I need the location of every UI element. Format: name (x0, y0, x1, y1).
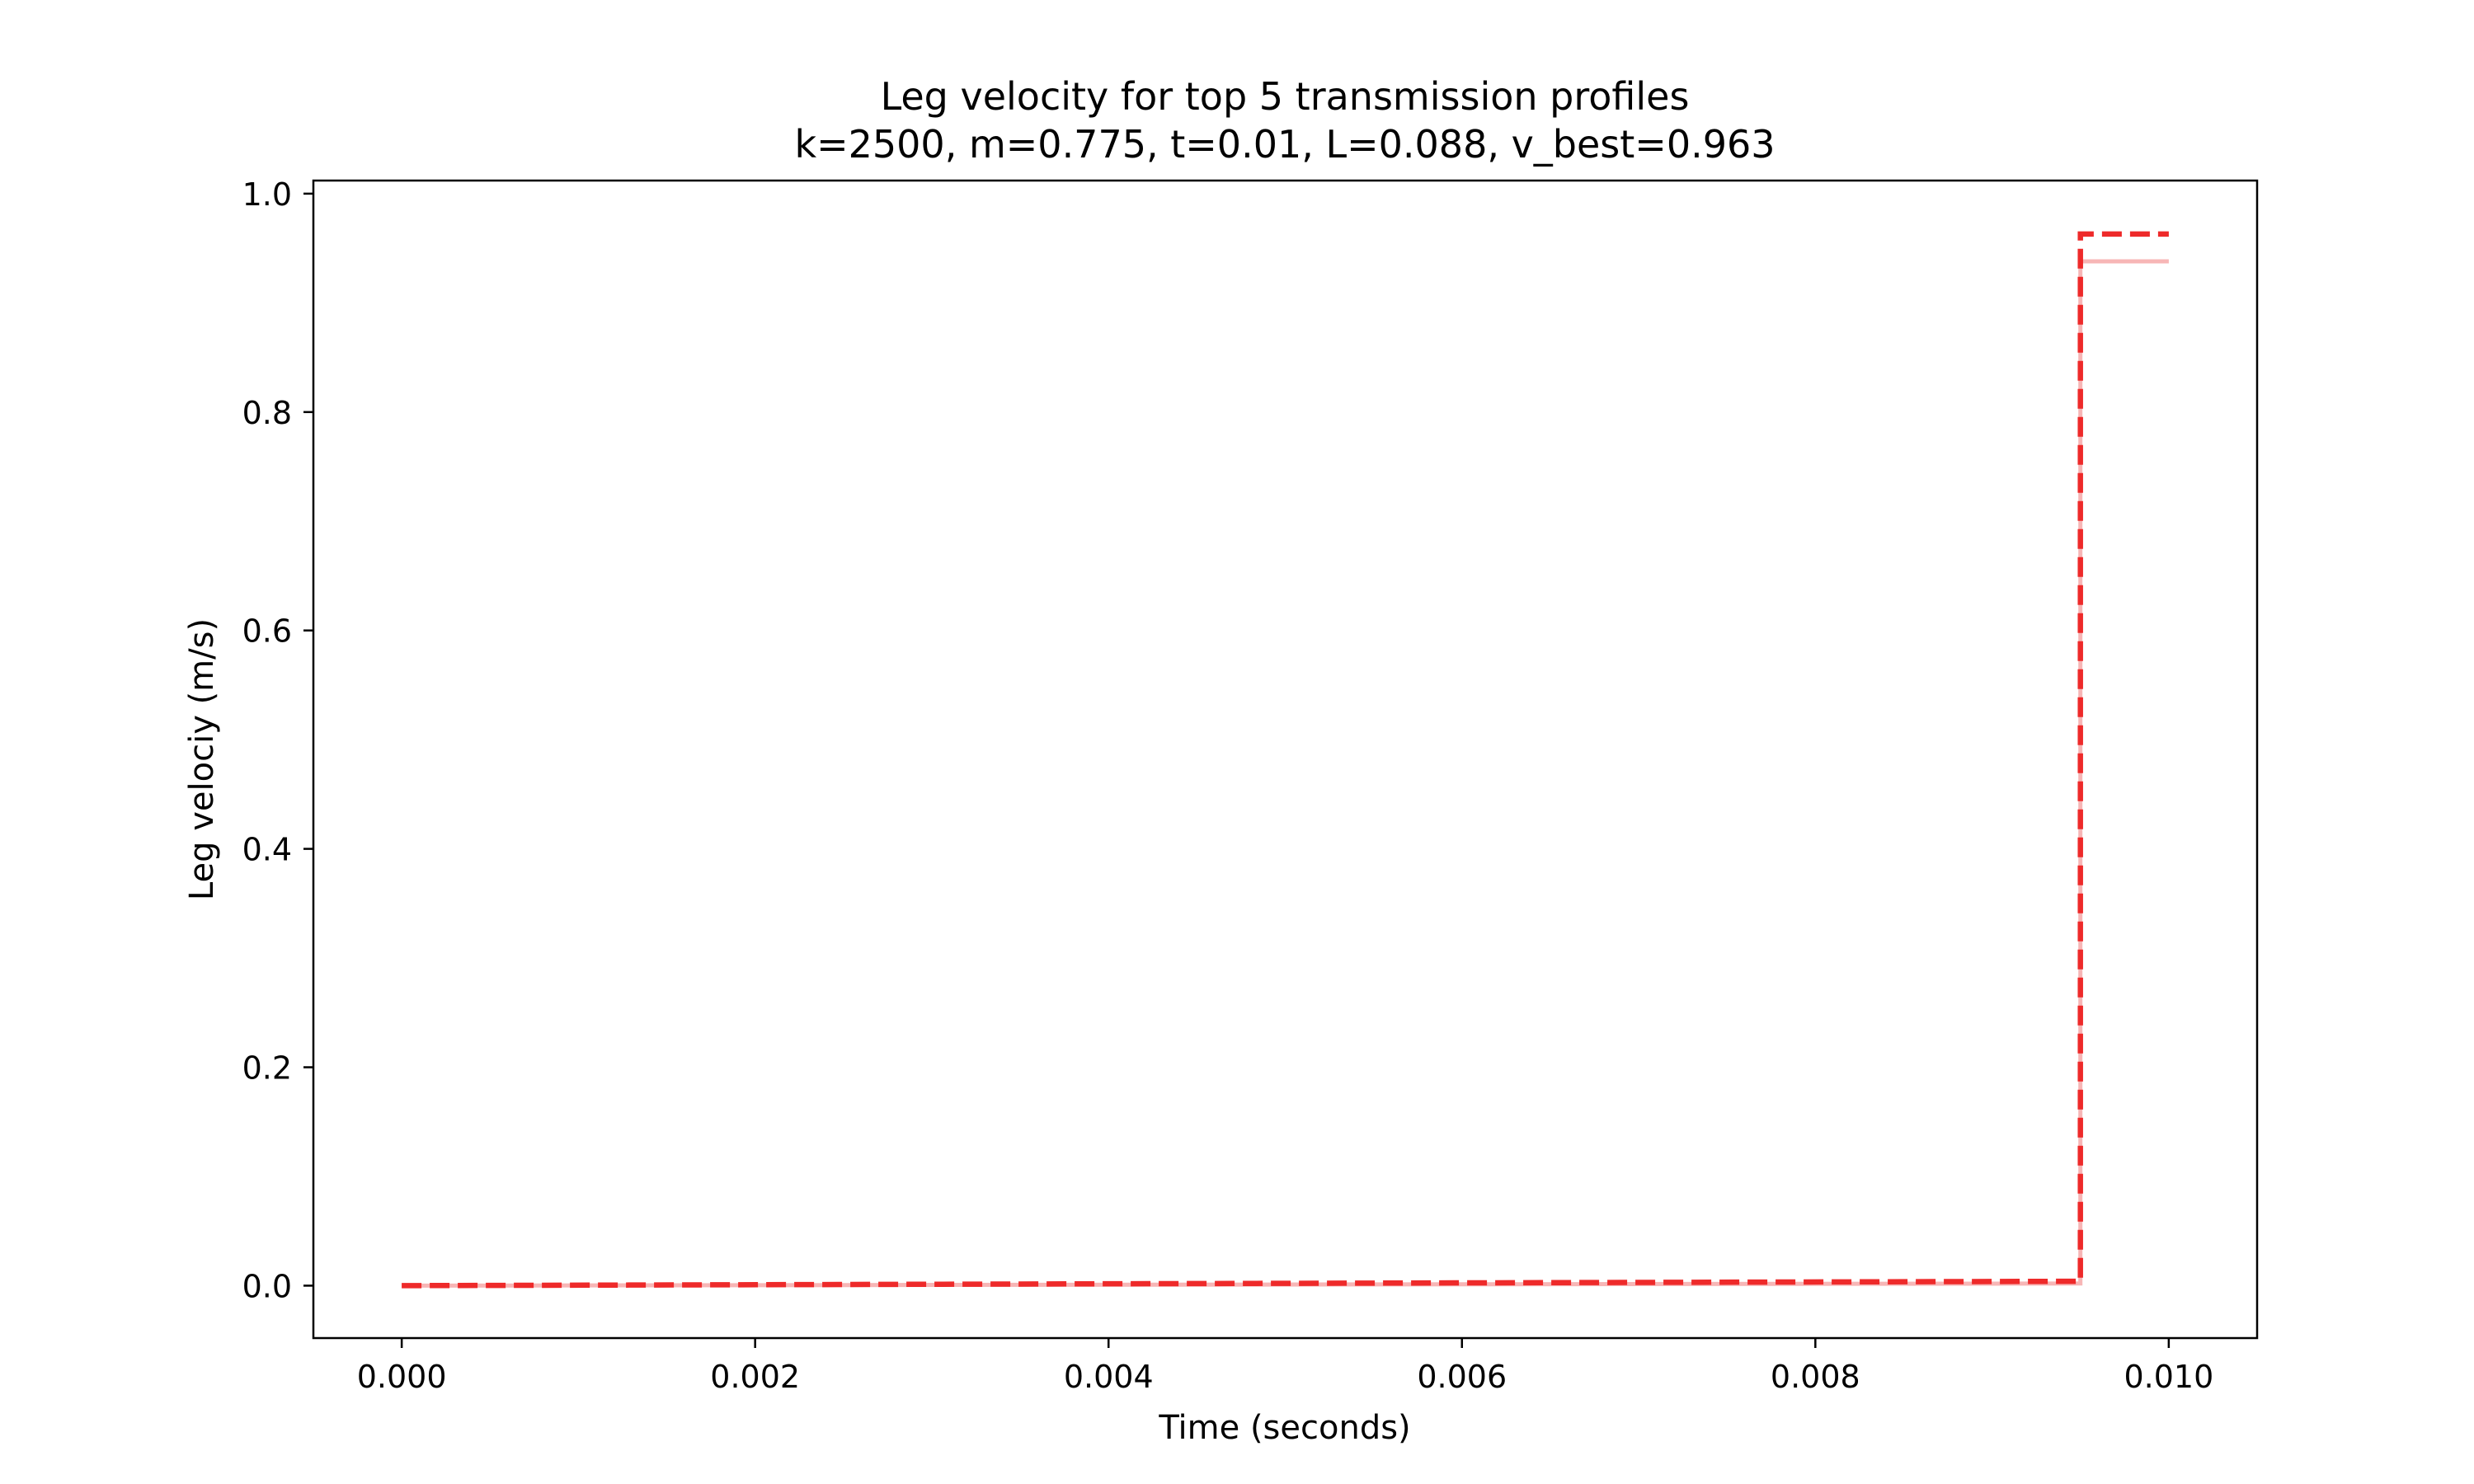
series-line-2 (402, 231, 2169, 1289)
y-tick-label: 1.0 (242, 176, 292, 213)
x-tick-label: 0.010 (2124, 1359, 2213, 1395)
chart-subtitle: k=2500, m=0.775, t=0.01, L=0.088, v_best… (794, 122, 1775, 167)
y-tick-label: 0.2 (242, 1050, 292, 1087)
x-tick-label: 0.006 (1417, 1359, 1507, 1395)
x-tick-label: 0.008 (1771, 1359, 1860, 1395)
chart-title: Leg velocity for top 5 transmission prof… (881, 74, 1690, 119)
y-tick-label: 0.8 (242, 395, 292, 431)
x-axis-ticks: 0.000 0.002 0.004 0.006 0.008 0.010 (357, 1338, 2213, 1395)
y-tick-label: 0.6 (242, 613, 292, 650)
y-axis-ticks: 0.0 0.2 0.4 0.6 0.8 1.0 (242, 176, 313, 1304)
x-axis-label: Time (seconds) (1158, 1409, 1410, 1447)
y-tick-label: 0.0 (242, 1268, 292, 1304)
x-tick-label: 0.000 (357, 1359, 447, 1395)
y-axis-label: Leg velociy (m/s) (183, 618, 221, 900)
y-tick-label: 0.4 (242, 832, 292, 868)
x-tick-label: 0.004 (1064, 1359, 1154, 1395)
series-line-1 (402, 259, 2169, 1288)
x-tick-label: 0.002 (710, 1359, 800, 1395)
axes-frame (312, 179, 2259, 1340)
plot-area (402, 231, 2169, 1289)
